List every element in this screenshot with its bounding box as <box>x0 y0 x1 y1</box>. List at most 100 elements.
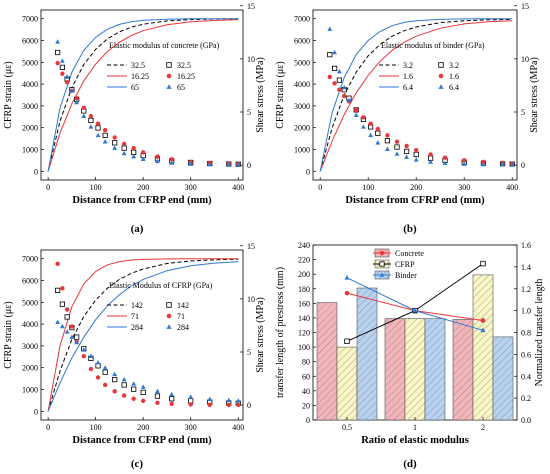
y-tick-label: 40 <box>302 387 310 396</box>
data-point <box>169 396 175 402</box>
data-point <box>121 150 127 156</box>
y2-tick-label: 0 <box>247 161 251 170</box>
y2-tick-label: 1.4 <box>521 263 531 272</box>
legend-title: Elastic Modulus of CFRP (GPa) <box>109 281 213 290</box>
y-tick-label: 100 <box>298 343 310 352</box>
y2-tick-label: 5 <box>247 108 251 117</box>
x-tick-label: 200 <box>410 183 422 192</box>
data-point <box>112 135 117 140</box>
data-point <box>95 375 101 380</box>
strain-line-1.6 <box>319 20 513 172</box>
bar-Concrete <box>384 318 406 421</box>
data-point <box>140 156 146 162</box>
data-point <box>500 162 506 167</box>
data-point <box>74 95 79 101</box>
x-axis-label: Distance from CFRP end (mm) <box>345 195 485 206</box>
data-point <box>354 107 359 113</box>
y-tick-label: 140 <box>298 314 310 323</box>
legend-entry: 284 <box>131 323 143 332</box>
plot-frame <box>312 9 518 181</box>
data-point <box>226 402 231 408</box>
data-point <box>169 391 175 397</box>
data-point <box>342 93 347 99</box>
data-point <box>95 125 101 131</box>
legend-entry: 65 <box>131 83 139 92</box>
y-tick-label: 80 <box>302 358 310 367</box>
panel-b: 0 100 200 300 400010002000300040005000600070… <box>275 2 540 235</box>
data-point <box>102 365 108 370</box>
data-point <box>154 393 161 399</box>
x-tick-label: 1 <box>413 423 417 432</box>
data-point <box>353 112 359 117</box>
bar-Concrete <box>452 319 474 421</box>
x-tick-label: 100 <box>90 423 102 432</box>
y2-tick-label: 10 <box>247 55 255 64</box>
x-tick-label: 300 <box>185 423 197 432</box>
data-point <box>414 148 419 153</box>
y-tick-label: 3000 <box>22 342 38 351</box>
stress-series-1.6 <box>327 74 515 166</box>
data-point <box>332 49 338 55</box>
y-tick-label: 1000 <box>294 145 310 154</box>
data-point <box>59 64 65 70</box>
data-point <box>384 138 391 144</box>
y2-tick-label: 0.6 <box>521 350 531 359</box>
data-point <box>112 140 118 146</box>
data-point <box>102 382 108 388</box>
y-tick-label: 180 <box>298 285 310 294</box>
data-point <box>404 154 410 159</box>
x-tick-label: 200 <box>137 423 149 432</box>
x-tick-label: 100 <box>90 183 102 192</box>
plot-frame <box>40 9 244 181</box>
data-point <box>112 371 118 377</box>
stress-series-284 <box>55 319 241 403</box>
panel-sublabel: (d) <box>403 458 417 470</box>
x-axis-label: Distance from CFRP end (mm) <box>72 195 212 206</box>
legend-entry: 32.5 <box>177 61 191 70</box>
panel-sublabel: (a) <box>131 223 144 235</box>
data-point <box>95 121 101 126</box>
data-point <box>428 152 433 157</box>
normalized-point <box>480 327 486 333</box>
data-point <box>155 158 160 164</box>
y-tick-label: 1000 <box>22 385 38 394</box>
data-point <box>375 126 380 132</box>
data-point <box>442 160 448 165</box>
data-point <box>361 115 366 120</box>
y2-tick-label: 15 <box>247 2 255 11</box>
data-point <box>131 153 137 159</box>
data-point <box>121 376 127 382</box>
data-point <box>112 377 118 383</box>
x-tick-label: 300 <box>458 183 470 192</box>
data-point <box>375 130 381 136</box>
data-point <box>413 151 419 158</box>
y2-tick-label: 0.4 <box>521 372 531 381</box>
y-tick-label: 6000 <box>294 37 310 46</box>
x-tick-label: 300 <box>185 183 197 192</box>
y2-axis-label: Shear stress (MPa) <box>255 297 266 373</box>
y2-tick-label: 0 <box>247 401 251 410</box>
data-point <box>235 398 241 403</box>
bar-Concrete <box>316 302 338 421</box>
y-tick-label: 20 <box>302 401 310 410</box>
y-tick-label: 120 <box>298 329 310 338</box>
y-tick-label: 0 <box>34 167 38 176</box>
y-tick-label: 5000 <box>22 58 38 67</box>
y2-tick-label: 0 <box>521 161 525 170</box>
data-point <box>428 159 434 164</box>
data-point <box>88 366 94 372</box>
x-tick-label: 0 <box>318 183 322 192</box>
y2-axis-label: Shear stress (MPa) <box>529 57 540 133</box>
data-point <box>169 160 175 165</box>
data-point <box>360 124 366 129</box>
data-point <box>55 60 60 66</box>
y2-tick-label: 10 <box>247 295 255 304</box>
normalized-point <box>344 275 350 280</box>
y-tick-label: 2000 <box>22 364 38 373</box>
legend-marker-swatch <box>438 84 444 89</box>
y-tick-label: 5000 <box>22 298 38 307</box>
bar-CFRP <box>404 318 426 421</box>
y2-tick-label: 15 <box>247 242 255 251</box>
data-point <box>102 369 108 375</box>
data-point <box>60 71 65 76</box>
